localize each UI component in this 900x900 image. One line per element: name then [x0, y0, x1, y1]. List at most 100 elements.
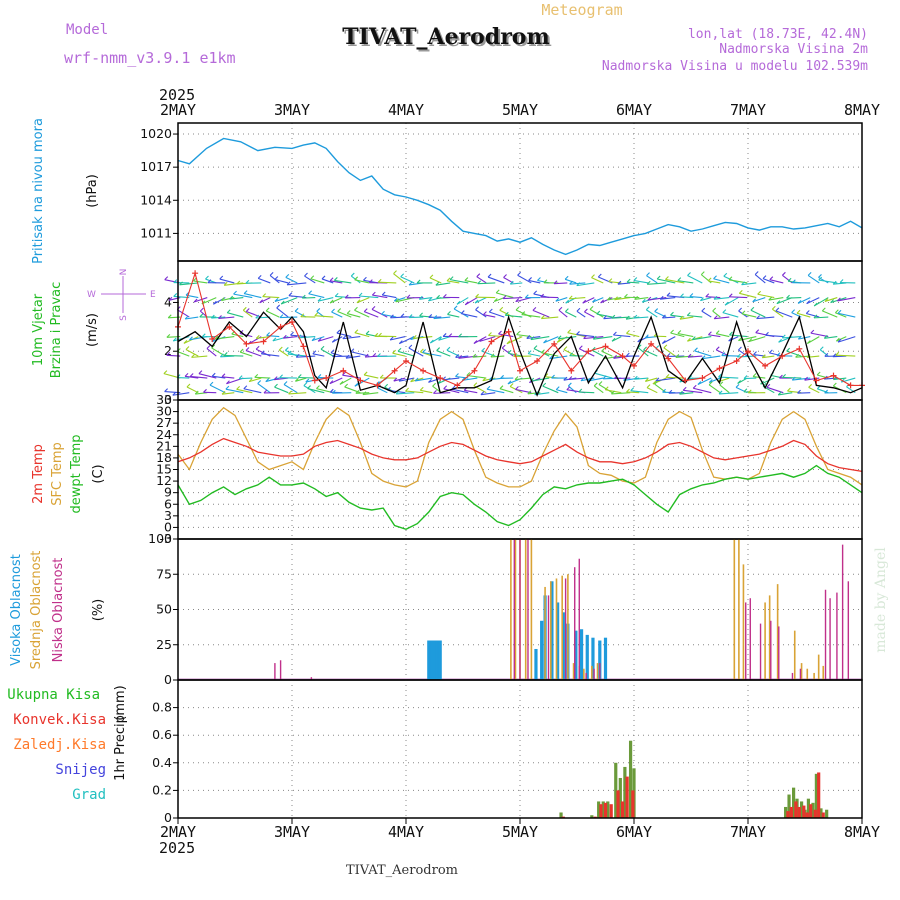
- wind-ylabel-1: 10m Vjetar: [31, 293, 46, 366]
- wind-arrow: [819, 349, 829, 357]
- wind-arrow-head: [564, 308, 569, 312]
- wind-arrow: [837, 336, 856, 343]
- wind-arrow: [591, 349, 604, 357]
- wind-arrow-head: [331, 338, 336, 343]
- wind-arrow-head: [297, 334, 302, 339]
- wind-arrow: [835, 312, 847, 318]
- wind-gust-marker: [243, 340, 250, 347]
- wind-arrow: [556, 389, 568, 394]
- wind-arrow: [807, 336, 820, 345]
- wind-arrow-head: [569, 352, 574, 357]
- wind-arrow-head: [591, 274, 595, 279]
- wind-arrow: [239, 332, 253, 338]
- wind-arrow-head: [257, 380, 262, 384]
- wind-arrow: [381, 313, 397, 318]
- wind-arrow-head: [566, 386, 571, 391]
- wind-arrow-head: [816, 371, 821, 376]
- wind-arrow-head: [405, 387, 410, 392]
- wind-arrow-head: [593, 382, 598, 387]
- wind-arrow-head: [625, 315, 630, 320]
- wind-arrow-head: [329, 277, 334, 282]
- wind-arrow-head: [689, 293, 694, 297]
- wind-arrow: [501, 347, 514, 357]
- wind-arrow-head: [285, 273, 290, 278]
- legend-conv-precip: Konvek.Kisa: [13, 712, 106, 728]
- wind-arrow: [362, 392, 379, 396]
- cloud-ylabel-mid: Srednja Oblacnost: [29, 551, 44, 670]
- wind-arrow: [515, 388, 532, 394]
- cloud-bar: [555, 578, 558, 680]
- wind-arrow-head: [771, 305, 776, 310]
- y-tick-label: 0: [164, 392, 172, 407]
- cloud-bar: [824, 589, 827, 680]
- wind-arrow-head: [677, 330, 682, 334]
- wind-arrow-head: [336, 329, 341, 334]
- wind-arrow-head: [278, 346, 283, 351]
- wind-arrow-head: [646, 280, 651, 285]
- wind-arrow-head: [516, 331, 520, 336]
- wind-arrow: [233, 293, 253, 299]
- wind-arrow: [832, 355, 847, 358]
- wind-arrow-head: [449, 276, 454, 281]
- wind-arrow-head: [354, 306, 358, 311]
- y-tick-label: 6: [164, 496, 172, 511]
- wind-arrow-head: [549, 355, 554, 360]
- wind-arrow: [837, 312, 856, 318]
- wind-arrow: [317, 297, 334, 302]
- wind-arrow-head: [606, 296, 611, 301]
- wind-arrow-head: [507, 349, 512, 354]
- wind-arrow: [713, 278, 730, 284]
- wind-gust-marker: [340, 367, 347, 374]
- wind-arrow: [274, 278, 289, 284]
- wind-arrow-head: [786, 294, 790, 299]
- wind-arrow-head: [374, 332, 379, 337]
- wind-arrow-head: [393, 270, 397, 275]
- wind-arrow: [645, 336, 658, 339]
- wind-arrow: [666, 376, 685, 379]
- wind-arrow-head: [583, 335, 588, 339]
- wind-gust-marker: [602, 343, 609, 350]
- wind-arrow: [565, 311, 577, 318]
- wind-arrow-head: [499, 385, 504, 390]
- wind-arrow-head: [524, 294, 529, 299]
- wind-arrow-head: [274, 276, 279, 280]
- wind-gust-marker: [665, 355, 672, 362]
- precip-bar: [817, 772, 821, 818]
- wind-arrow: [558, 336, 577, 340]
- pressure-panel: 1011 1014 1017 1020: [140, 122, 863, 262]
- wind-arrow-head: [543, 279, 548, 284]
- wind-arrow-head: [286, 281, 291, 286]
- wind-arrow: [359, 295, 379, 299]
- precip-bar: [616, 790, 620, 818]
- wind-arrow-head: [643, 346, 647, 351]
- wind-arrow-head: [708, 381, 713, 386]
- wind-arrow-head: [419, 312, 423, 317]
- wind-arrow-head: [245, 308, 250, 312]
- wind-arrow-head: [333, 277, 338, 281]
- wind-arrow: [822, 310, 838, 318]
- wind-arrow: [700, 297, 712, 302]
- wind-arrow: [274, 386, 289, 394]
- wind-arrow: [438, 336, 451, 341]
- wind-arrow: [670, 332, 685, 338]
- wind-arrow-head: [555, 297, 560, 302]
- wind-arrow-head: [223, 281, 228, 286]
- wind-arrow: [634, 297, 649, 300]
- wind-arrow: [221, 376, 235, 379]
- wind-arrow: [310, 278, 325, 284]
- y-tick-label: 3: [164, 508, 172, 523]
- wind-arrow-head: [186, 383, 191, 388]
- wind-arrow-head: [603, 315, 607, 320]
- model-elevation: Nadmorska Visina u modelu 102.539m: [602, 59, 868, 74]
- precip-bar: [794, 801, 798, 818]
- wind-arrow-head: [379, 374, 384, 379]
- wind-arrow: [517, 274, 532, 284]
- wind-arrow-head: [243, 290, 248, 294]
- wind-arrow-head: [762, 275, 767, 280]
- wind-arrow: [646, 275, 658, 284]
- wind-arrow-head: [598, 381, 603, 385]
- wind-arrow-head: [754, 271, 759, 275]
- cloud-unit: (%): [91, 599, 106, 622]
- wind-arrow-head: [500, 374, 504, 379]
- wind-arrow-head: [194, 390, 199, 395]
